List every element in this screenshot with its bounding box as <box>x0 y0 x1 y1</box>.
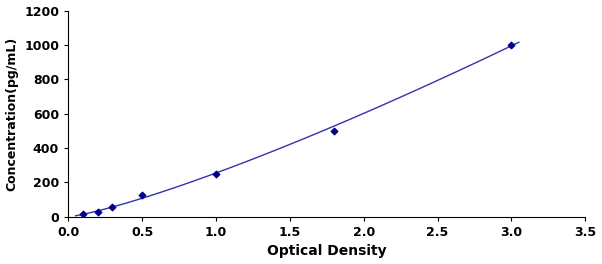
X-axis label: Optical Density: Optical Density <box>267 244 386 258</box>
Y-axis label: Concentration(pg/mL): Concentration(pg/mL) <box>5 37 19 191</box>
